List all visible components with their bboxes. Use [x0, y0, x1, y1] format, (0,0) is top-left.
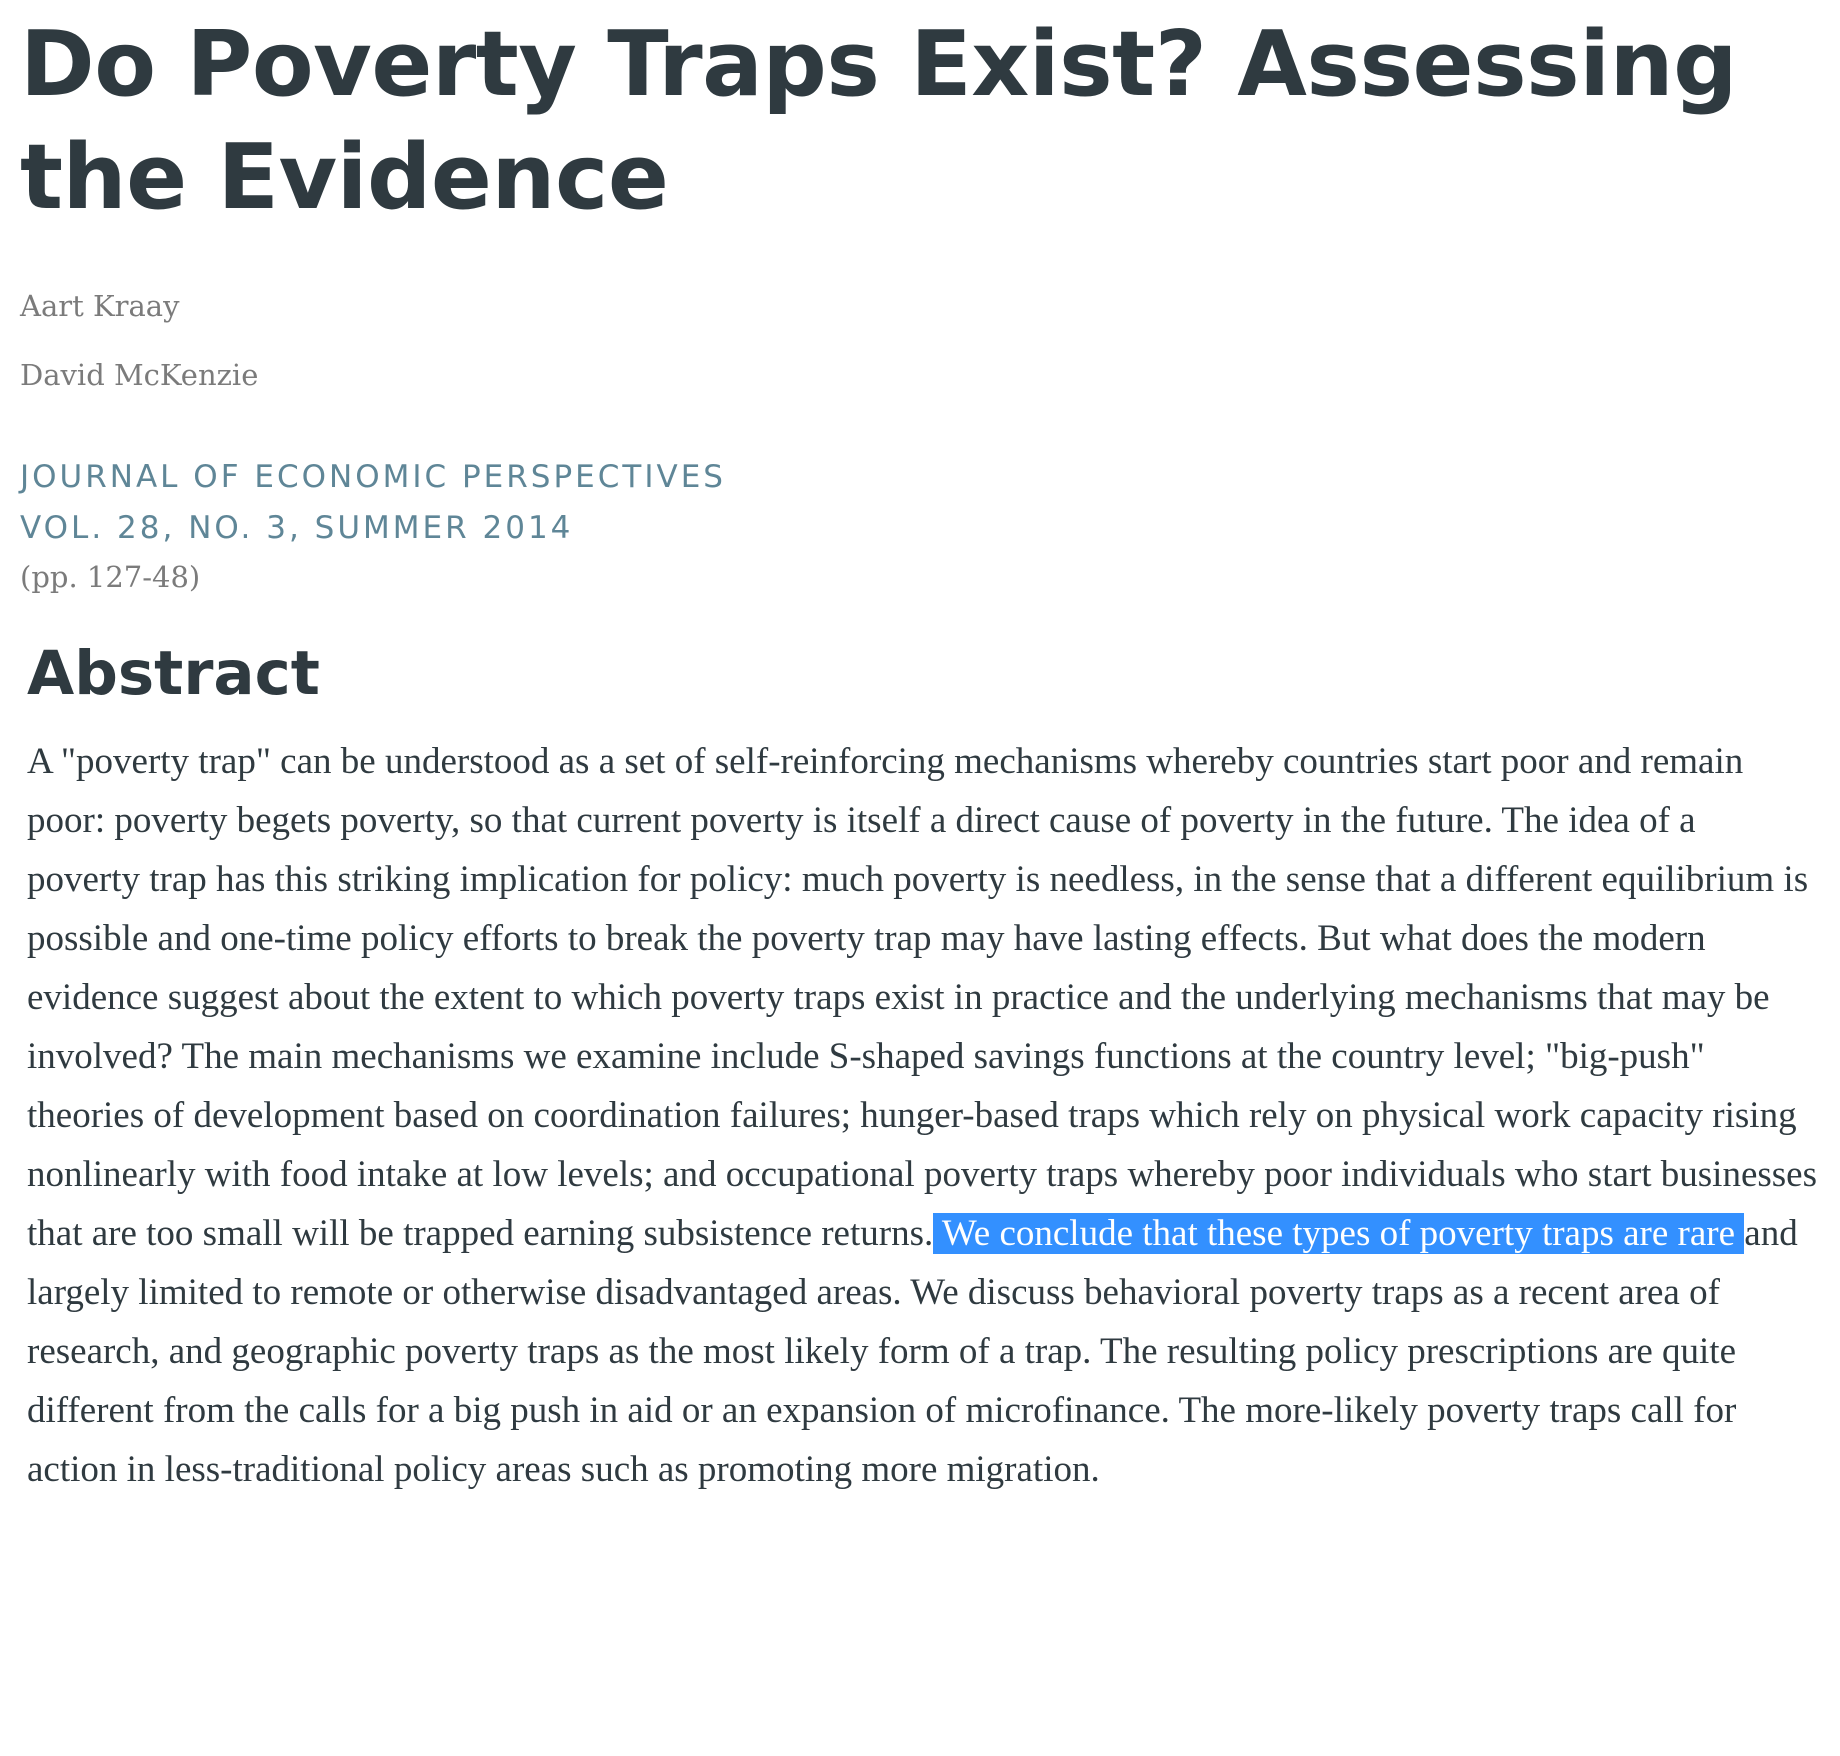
- abstract-text-after-selection: and largely limited to remote or otherwi…: [27, 1213, 1798, 1490]
- journal-issue-link[interactable]: VOL. 28, NO. 3, SUMMER 2014: [20, 510, 574, 546]
- article-title: Do Poverty Traps Exist? Assessing the Ev…: [20, 12, 1738, 230]
- author-list: Aart Kraay David McKenzie: [20, 272, 1820, 410]
- page-range: (pp. 127-48): [20, 560, 201, 594]
- abstract-text-before-selection: A "poverty trap" can be understood as a …: [27, 741, 1817, 1254]
- abstract-heading: Abstract: [27, 638, 320, 709]
- author-link[interactable]: David McKenzie: [20, 358, 259, 392]
- selected-text-highlight[interactable]: We conclude that these types of poverty …: [933, 1213, 1745, 1254]
- journal-name-link[interactable]: JOURNAL OF ECONOMIC PERSPECTIVES: [20, 459, 726, 495]
- article-page: Do Poverty Traps Exist? Assessing the Ev…: [20, 0, 1820, 1499]
- journal-info: JOURNAL OF ECONOMIC PERSPECTIVES VOL. 28…: [20, 452, 1820, 600]
- author-link[interactable]: Aart Kraay: [20, 289, 180, 323]
- abstract-text[interactable]: A "poverty trap" can be understood as a …: [27, 732, 1817, 1499]
